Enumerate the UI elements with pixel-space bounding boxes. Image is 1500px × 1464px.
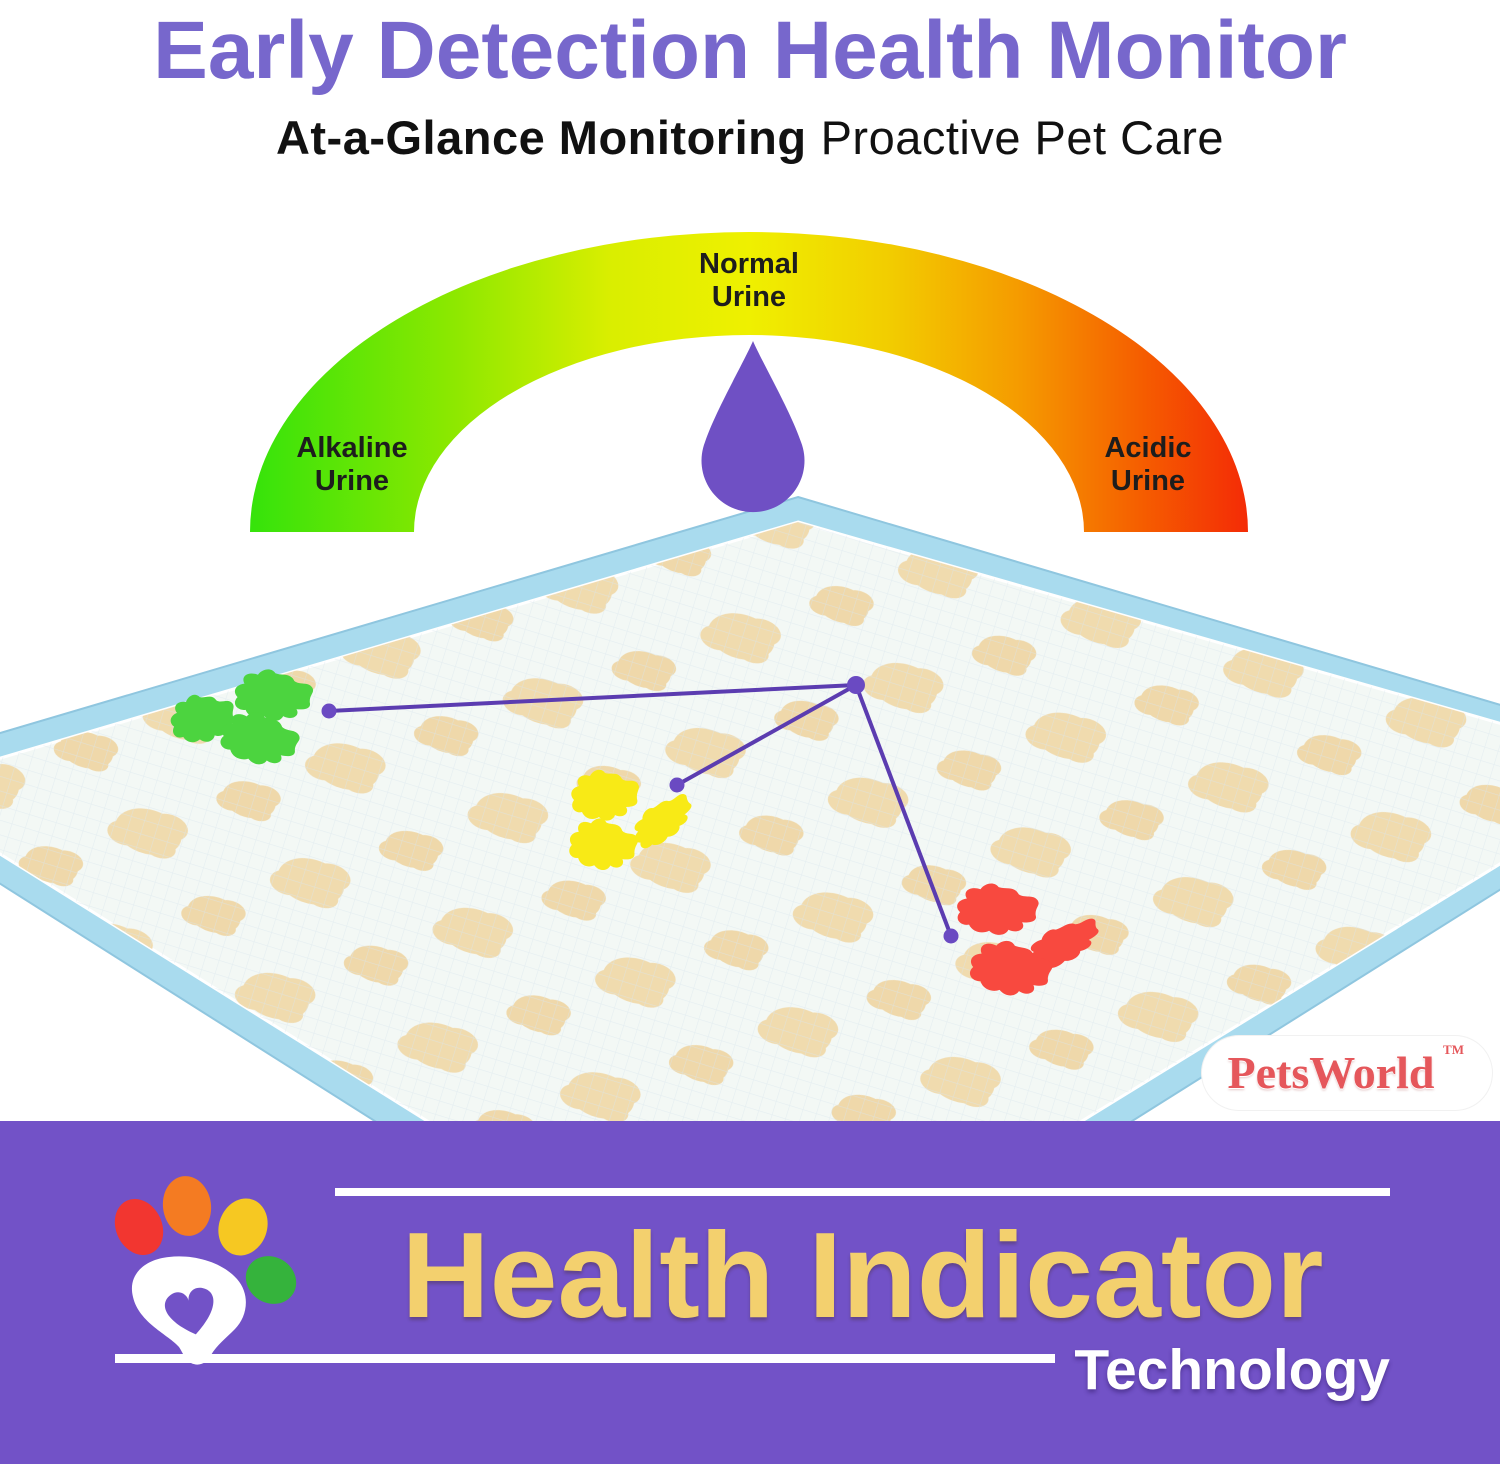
paw-toe-red [114, 1198, 164, 1256]
gauge-label-normal-line1: Normal [699, 248, 799, 280]
trademark-symbol: TM [1443, 1042, 1464, 1057]
paw-toe-yellow [218, 1198, 268, 1256]
banner-subtitle: Technology [1074, 1338, 1390, 1402]
gauge-label-alkaline-line2: Urine [314, 465, 390, 497]
banner-title: Health Indicator [401, 1207, 1324, 1343]
gauge-label-acidic-line1: Acidic [1104, 432, 1192, 464]
heart-icon [164, 1287, 214, 1335]
green-dot [321, 703, 337, 719]
gauge-label-acidic-line2: Urine [1110, 465, 1186, 497]
annotation-dots [321, 676, 959, 944]
droplet-icon [701, 341, 805, 513]
paw-toe-green [245, 1256, 297, 1304]
pad-pattern-grid [0, 522, 1500, 1324]
annotation-connectors [328, 683, 953, 937]
red-dot [943, 928, 959, 944]
page-subtitle: At-a-Glance Monitoring Proactive Pet Care [0, 110, 1500, 165]
paw-heart-icon [114, 1176, 297, 1365]
hub-dot [847, 676, 865, 694]
brand-logo: PetsWorld TM [1202, 1036, 1492, 1110]
gauge-label-acidic: Acidic Urine [1038, 432, 1258, 498]
page-title: Early Detection Health Monitor [153, 5, 1347, 96]
brand-logo-text: PetsWorld [1227, 1047, 1435, 1098]
yellow-dot [669, 777, 685, 793]
gauge-label-alkaline: Alkaline Urine [242, 432, 462, 498]
gauge-arc [250, 232, 1248, 532]
subtitle-bold: At-a-Glance Monitoring [275, 111, 807, 164]
banner-rule-bottom [115, 1354, 1055, 1363]
paw-toe-orange [162, 1176, 212, 1236]
gauge-label-alkaline-line1: Alkaline [296, 432, 408, 464]
banner-rule-top [335, 1188, 1390, 1196]
pee-pad [0, 495, 1500, 1362]
gauge-label-normal: Normal Urine [639, 248, 859, 314]
subtitle-regular: Proactive Pet Care [820, 111, 1225, 164]
bottom-banner: Health Indicator Technology [0, 1121, 1500, 1464]
gauge-label-normal-line2: Urine [711, 281, 787, 313]
